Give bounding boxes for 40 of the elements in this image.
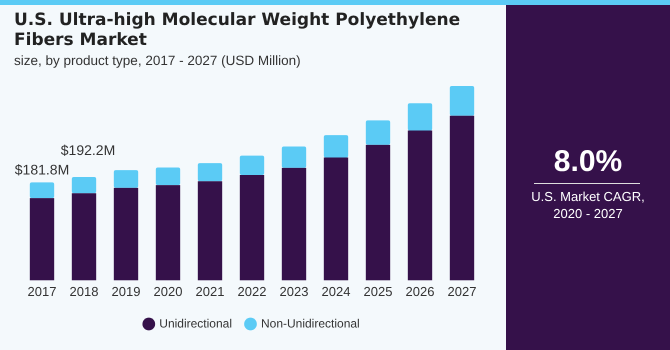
bar [72,193,96,280]
legend-label: Unidirectional [159,316,232,330]
x-tick-label: 2020 [154,284,182,299]
bar [366,144,390,280]
bar [282,168,306,280]
x-tick-label: 2024 [322,284,350,299]
bar [114,170,138,188]
x-tick-label: 2017 [28,284,56,299]
bar [114,188,138,280]
bar [30,182,54,198]
x-tick-label: 2025 [364,284,392,299]
bar [240,156,264,176]
bar [198,163,222,182]
annotation: $181.8M [14,161,70,178]
annotation: $192.2M [60,142,116,158]
chart-subtitle: size, by product type, 2017 - 2027 (USD Million) [14,53,301,68]
bar [198,181,222,280]
x-tick-label: 2026 [406,284,434,299]
x-tick-label: 2022 [238,284,266,299]
bar [72,176,96,194]
bar [408,103,432,131]
bar [324,158,348,280]
x-tick-label: 2023 [280,284,308,299]
x-tick-label: 2021 [196,284,224,299]
legend-label: Non-Unidirectional [260,316,360,330]
x-tick-label: 2019 [112,284,140,299]
bar [30,198,54,280]
bar [450,86,474,116]
bar [408,130,432,280]
bar [324,135,348,158]
side-panel: 8.0% U.S. Market CAGR, 2020 - 2027 [506,5,670,350]
chart-title: U.S. Ultra-high Molecular Weight Polyethylene Fibers Market [14,10,462,50]
x-tick-label: 2018 [70,284,98,299]
bar [156,185,180,280]
x-tick-label: 2027 [448,284,476,299]
bar [282,146,306,168]
bar [450,116,474,280]
bar [366,120,390,145]
bar [240,175,264,280]
bar [156,167,180,186]
